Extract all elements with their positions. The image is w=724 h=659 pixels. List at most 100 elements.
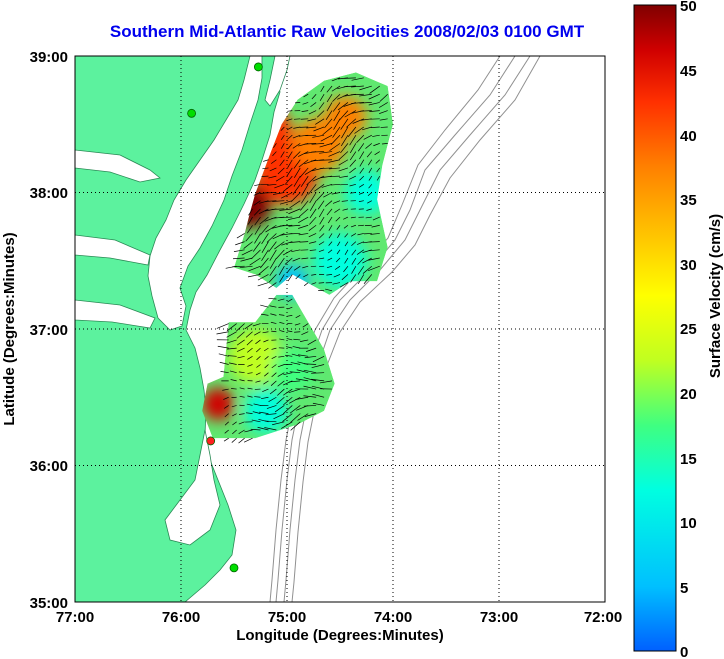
velocity-arrow — [368, 93, 380, 100]
velocity-arrow — [349, 143, 357, 154]
velocity-arrow — [292, 257, 301, 262]
velocity-arrow — [292, 134, 301, 139]
velocity-arrow — [269, 249, 277, 261]
velocity-arrow — [222, 388, 229, 391]
velocity-arrow — [247, 225, 253, 234]
velocity-arrow — [318, 208, 325, 218]
velocity-arrow — [218, 353, 229, 357]
velocity-arrow — [264, 420, 277, 423]
velocity-arrow — [303, 363, 317, 365]
velocity-arrow — [268, 274, 277, 283]
velocity-arrow — [302, 265, 309, 269]
colorbar-tick: 30 — [680, 257, 697, 274]
velocity-arrow — [311, 282, 317, 285]
velocity-arrow — [347, 126, 357, 137]
velocity-arrow — [294, 323, 301, 326]
velocity-arrow — [293, 167, 301, 179]
velocity-arrow — [319, 143, 333, 148]
velocity-arrow — [309, 249, 317, 251]
colorbar-tick: 0 — [680, 644, 688, 659]
velocity-arrow — [255, 372, 261, 376]
velocity-arrow — [329, 143, 341, 152]
y-tick-label: 37:00 — [30, 322, 68, 339]
velocity-arrow — [284, 175, 293, 185]
colorbar-tick: 15 — [680, 451, 697, 468]
velocity-arrow — [236, 339, 245, 346]
velocity-arrow — [247, 387, 253, 390]
velocity-arrow — [359, 93, 372, 97]
velocity-arrow — [271, 355, 277, 359]
velocity-arrow — [303, 395, 317, 398]
velocity-arrow — [333, 118, 341, 130]
colorbar-tick: 5 — [680, 580, 688, 597]
bay-inlet-west-1 — [75, 149, 161, 183]
velocity-arrow — [269, 305, 277, 308]
velocity-arrow — [357, 233, 364, 236]
velocity-arrow — [292, 184, 301, 195]
velocity-arrow — [270, 313, 277, 316]
velocity-arrow — [274, 405, 285, 413]
velocity-arrow — [283, 388, 293, 396]
velocity-arrow — [354, 126, 365, 134]
velocity-arrow — [239, 265, 253, 269]
velocity-arrow — [312, 134, 325, 138]
velocity-arrow — [260, 304, 269, 308]
velocity-arrow — [257, 274, 269, 281]
velocity-arrow — [279, 208, 293, 211]
velocity-arrow — [356, 249, 365, 255]
velocity-arrow — [351, 257, 357, 265]
velocity-arrow — [319, 94, 325, 101]
velocity-arrow — [246, 339, 253, 346]
velocity-arrow — [229, 370, 237, 374]
velocity-arrow — [269, 388, 277, 395]
velocity-arrow — [376, 175, 381, 181]
velocity-arrow — [258, 208, 269, 215]
velocity-arrow — [325, 288, 333, 292]
velocity-arrow — [365, 143, 373, 149]
velocity-arrow — [273, 413, 285, 420]
velocity-arrow — [290, 241, 301, 243]
velocity-arrow — [295, 378, 309, 382]
velocity-arrow — [326, 208, 333, 216]
velocity-arrow — [332, 282, 341, 285]
velocity-arrow — [269, 266, 277, 276]
velocity-arrow — [358, 224, 364, 227]
velocity-arrow — [268, 241, 277, 253]
velocity-arrow — [381, 143, 388, 145]
velocity-arrow — [275, 175, 285, 182]
colorbar-tick: 50 — [680, 0, 697, 15]
velocity-arrow — [366, 151, 373, 158]
x-axis-ticks: 77:00 76:00 75:00 74:00 73:00 72:00 — [56, 609, 622, 626]
velocity-arrow — [368, 184, 373, 189]
velocity-arrow — [231, 413, 237, 417]
velocity-hotspot — [271, 348, 314, 392]
delaware-bay — [264, 56, 291, 107]
velocity-arrow — [320, 134, 333, 142]
velocity-arrow — [330, 183, 341, 186]
velocity-arrow — [344, 249, 349, 255]
velocity-arrow — [277, 167, 285, 175]
velocity-arrow — [246, 403, 253, 406]
velocity-arrow — [263, 159, 269, 162]
velocity-arrow — [309, 241, 317, 244]
velocity-arrow — [269, 167, 277, 172]
velocity-arrow — [343, 224, 349, 229]
velocity-arrow — [308, 224, 317, 231]
velocity-arrow — [243, 241, 253, 249]
velocity-arrow — [333, 274, 341, 278]
velocity-arrow — [251, 419, 261, 423]
velocity-arrow — [300, 339, 309, 342]
velocity-arrow — [240, 257, 253, 262]
velocity-arrow — [271, 364, 277, 369]
velocity-arrow — [253, 200, 261, 206]
velocity-arrow — [244, 323, 253, 330]
velocity-arrow — [271, 208, 285, 210]
velocity-arrow — [230, 379, 237, 382]
velocity-arrow — [309, 192, 317, 204]
velocity-arrow — [293, 126, 301, 129]
velocity-arrow — [374, 151, 380, 156]
velocity-arrow — [287, 110, 293, 112]
velocity-arrow — [270, 159, 277, 164]
velocity-arrow — [332, 102, 341, 112]
velocity-arrow — [298, 233, 309, 236]
